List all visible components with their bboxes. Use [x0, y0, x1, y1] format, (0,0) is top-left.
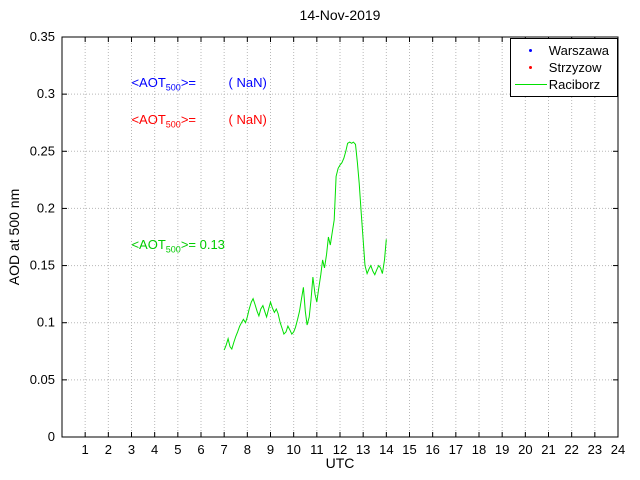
annotation-value: 0.13 [196, 237, 225, 252]
annotation-text: <AOT [131, 237, 166, 252]
legend-marker-cell [513, 49, 549, 52]
x-tick-label: 5 [174, 442, 181, 457]
annotation-subscript: 500 [165, 82, 181, 93]
x-tick-label: 11 [310, 442, 324, 457]
annotation-text: <AOT [131, 75, 166, 90]
annotation-text: >= [180, 237, 196, 252]
x-tick-label: 20 [518, 442, 532, 457]
legend-marker-cell [513, 66, 549, 69]
legend-item-strzyzow: Strzyzow [513, 59, 609, 76]
y-tick-label: 0.25 [30, 143, 55, 158]
y-tick-label: 0.05 [30, 372, 55, 387]
chart-title: 14-Nov-2019 [299, 7, 381, 23]
legend: Warszawa Strzyzow Raciborz [509, 38, 618, 97]
legend-label-warszawa: Warszawa [548, 43, 609, 58]
legend-item-raciborz: Raciborz [513, 76, 609, 93]
annotation-value: ( NaN) [196, 75, 267, 90]
legend-label-raciborz: Raciborz [548, 77, 601, 92]
x-tick-label: 4 [151, 442, 158, 457]
annotation-text: >= [180, 112, 196, 127]
x-tick-label: 1 [82, 442, 89, 457]
strzyzow-dot-marker-icon [529, 66, 533, 69]
x-tick-label: 3 [128, 442, 135, 457]
y-tick-label: 0.1 [37, 315, 55, 330]
x-tick-label: 16 [425, 442, 439, 457]
y-tick-label: 0.35 [30, 29, 55, 44]
x-tick-label: 14 [379, 442, 393, 457]
x-tick-label: 12 [333, 442, 347, 457]
y-axis-label: AOD at 500 nm [6, 188, 22, 286]
warszawa-dot-marker-icon [529, 49, 533, 52]
x-tick-label: 18 [472, 442, 486, 457]
x-tick-label: 22 [564, 442, 578, 457]
x-tick-label: 24 [611, 442, 625, 457]
x-tick-label: 19 [495, 442, 509, 457]
aot-mean-annotation-warszawa: <AOT500>= ( NaN) [117, 60, 267, 108]
x-tick-label: 13 [356, 442, 370, 457]
y-tick-label: 0 [48, 429, 55, 444]
x-tick-label: 10 [286, 442, 300, 457]
y-tick-label: 0.3 [37, 86, 55, 101]
x-tick-label: 15 [402, 442, 416, 457]
x-tick-label: 6 [197, 442, 204, 457]
x-tick-label: 8 [244, 442, 251, 457]
x-tick-label: 7 [221, 442, 228, 457]
x-tick-label: 9 [267, 442, 274, 457]
x-axis-label: UTC [325, 455, 355, 471]
y-tick-label: 0.2 [37, 200, 55, 215]
aot-mean-annotation-raciborz: <AOT500>= 0.13 [117, 222, 225, 270]
annotation-subscript: 500 [165, 244, 181, 255]
legend-label-strzyzow: Strzyzow [548, 60, 602, 75]
x-tick-label: 17 [449, 442, 463, 457]
x-tick-label: 23 [588, 442, 602, 457]
series-line-raciborz [223, 141, 387, 351]
raciborz-line-marker-icon [514, 84, 547, 85]
annotation-value: ( NaN) [196, 112, 267, 127]
aot-mean-annotation-strzyzow: <AOT500>= ( NaN) [117, 97, 267, 145]
annotation-subscript: 500 [165, 119, 181, 130]
annotation-text: <AOT [131, 112, 166, 127]
legend-item-warszawa: Warszawa [513, 42, 609, 59]
x-tick-label: 2 [105, 442, 112, 457]
x-tick-label: 21 [541, 442, 555, 457]
legend-marker-cell [513, 84, 549, 85]
annotation-text: >= [180, 75, 196, 90]
y-tick-label: 0.15 [30, 258, 55, 273]
